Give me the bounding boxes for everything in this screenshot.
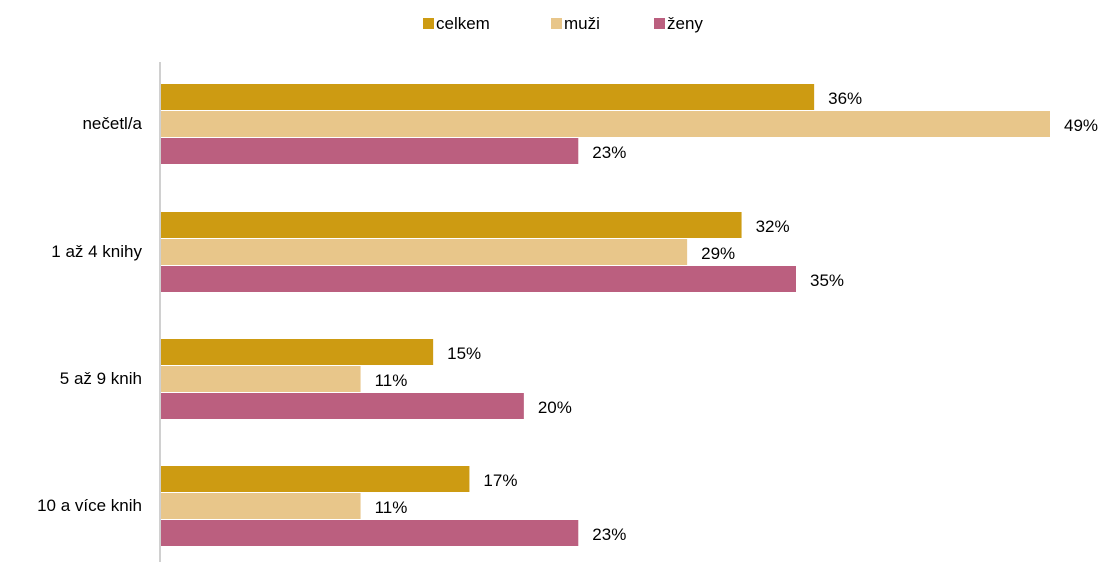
- category-label: 10 a více knih: [37, 496, 142, 515]
- legend-label-zeny: ženy: [667, 14, 703, 33]
- category-label: nečetl/a: [82, 114, 142, 133]
- bar-celkem: [161, 84, 815, 110]
- data-label-muzi: 49%: [1064, 116, 1098, 135]
- data-label-muzi: 11%: [375, 371, 408, 390]
- bar-celkem: [161, 339, 434, 365]
- data-label-zeny: 23%: [592, 525, 626, 544]
- bar-zeny: [161, 138, 579, 164]
- data-label-zeny: 20%: [538, 398, 572, 417]
- legend-label-muzi: muži: [564, 14, 600, 33]
- data-label-muzi: 29%: [701, 244, 735, 263]
- legend: celkem muži ženy: [423, 14, 703, 33]
- legend-swatch-zeny: [654, 18, 665, 29]
- data-label-celkem: 32%: [756, 217, 790, 236]
- bar-zeny: [161, 520, 579, 546]
- data-label-muzi: 11%: [375, 498, 408, 517]
- data-label-celkem: 36%: [828, 89, 862, 108]
- plot-area: nečetl/a 36% 49% 23% 1 až 4 knihy 32% 29% 35% 5 …: [37, 84, 1098, 546]
- data-label-zeny: 23%: [592, 143, 626, 162]
- category-label: 5 až 9 knih: [60, 369, 142, 388]
- category-label: 1 až 4 knihy: [51, 242, 142, 261]
- legend-label-celkem: celkem: [436, 14, 490, 33]
- legend-swatch-muzi: [551, 18, 562, 29]
- data-label-zeny: 35%: [810, 271, 844, 290]
- bar-muzi: [161, 493, 361, 519]
- bar-muzi: [161, 366, 361, 392]
- data-label-celkem: 15%: [447, 344, 481, 363]
- bar-muzi: [161, 239, 688, 265]
- bar-muzi: [161, 111, 1050, 137]
- bar-zeny: [161, 393, 524, 419]
- legend-swatch-celkem: [423, 18, 434, 29]
- bar-zeny: [161, 266, 796, 292]
- bar-celkem: [161, 466, 470, 492]
- data-label-celkem: 17%: [483, 471, 517, 490]
- bar-celkem: [161, 212, 742, 238]
